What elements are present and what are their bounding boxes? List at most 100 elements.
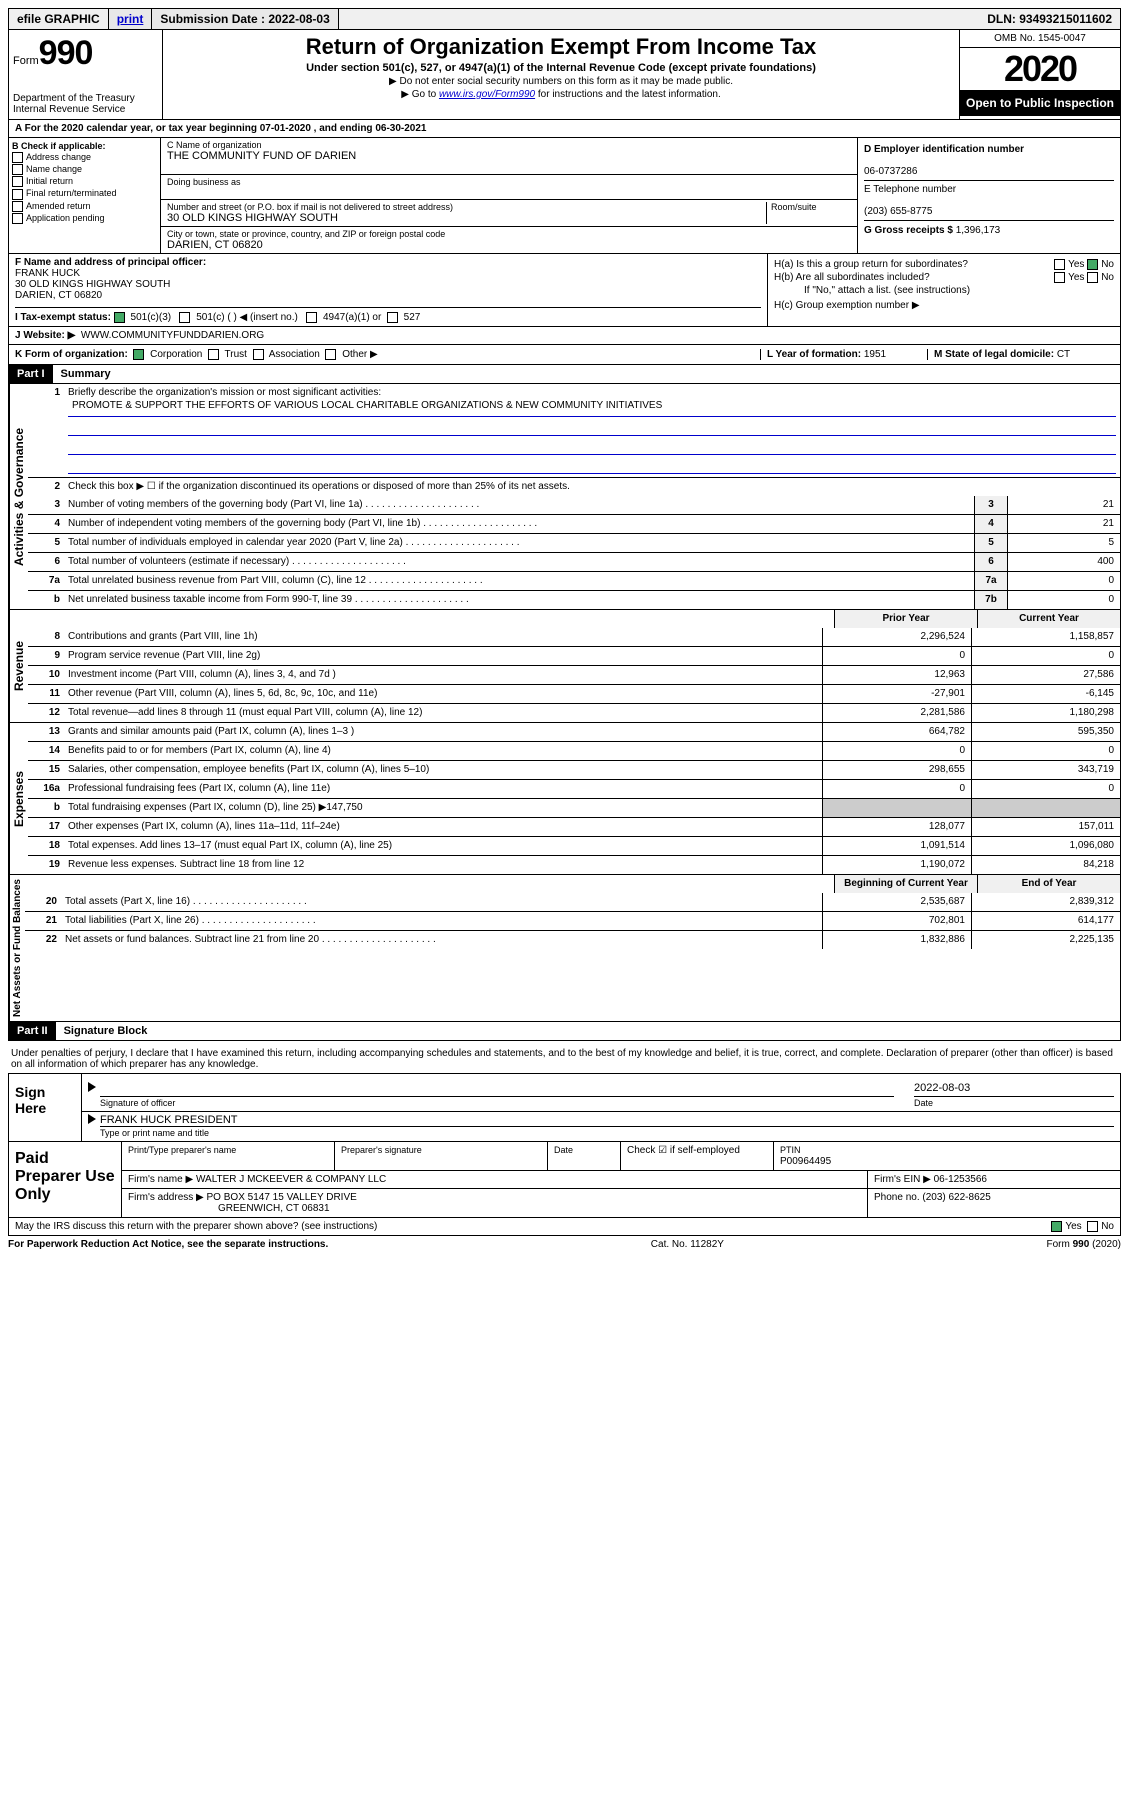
officer-addr2: DARIEN, CT 06820	[15, 290, 102, 301]
gov-line-6: 6Total number of volunteers (estimate if…	[28, 552, 1120, 571]
row-a-tax-year: A For the 2020 calendar year, or tax yea…	[8, 120, 1121, 138]
gov-line-7a: 7aTotal unrelated business revenue from …	[28, 571, 1120, 590]
expenses-section: Expenses 13Grants and similar amounts pa…	[8, 723, 1121, 875]
firm-name: WALTER J MCKEEVER & COMPANY LLC	[196, 1174, 386, 1185]
officer-name: FRANK HUCK	[15, 268, 80, 279]
netassets-section: Net Assets or Fund Balances Beginning of…	[8, 875, 1121, 1022]
governance-section: Activities & Governance 1 Briefly descri…	[8, 384, 1121, 610]
instr-1: ▶ Do not enter social security numbers o…	[167, 76, 955, 87]
firm-addr2: GREENWICH, CT 06831	[128, 1203, 330, 1214]
gross-label: G Gross receipts $	[864, 225, 956, 236]
c-name-label: C Name of organization	[167, 140, 262, 150]
room-label: Room/suite	[771, 202, 817, 212]
tax-year: 2020	[960, 48, 1120, 90]
chk-501c3[interactable]	[114, 312, 125, 323]
irs-link[interactable]: www.irs.gov/Form990	[439, 89, 535, 100]
section-fh: F Name and address of principal officer:…	[8, 254, 1121, 327]
subtitle: Under section 501(c), 527, or 4947(a)(1)…	[167, 62, 955, 74]
state-domicile: CT	[1057, 349, 1070, 360]
phone-label: E Telephone number	[864, 184, 956, 195]
street: 30 OLD KINGS HIGHWAY SOUTH	[167, 212, 338, 224]
exp-line-17: 17Other expenses (Part IX, column (A), l…	[28, 817, 1120, 836]
part1-title: Summary	[53, 368, 111, 380]
ptin: P00964495	[780, 1156, 831, 1167]
col-c-org: C Name of organizationTHE COMMUNITY FUND…	[161, 138, 857, 253]
paperwork-notice: For Paperwork Reduction Act Notice, see …	[8, 1239, 328, 1250]
dept-irs: Internal Revenue Service	[13, 104, 158, 115]
rev-line-8: 8Contributions and grants (Part VIII, li…	[28, 628, 1120, 646]
discuss-yes[interactable]	[1051, 1221, 1062, 1232]
ha-label: H(a) Is this a group return for subordin…	[774, 259, 968, 270]
open-public-badge: Open to Public Inspection	[960, 90, 1120, 116]
row-k-form-org: K Form of organization: Corporation Trus…	[8, 345, 1121, 365]
line1-label: Briefly describe the organization's miss…	[68, 387, 381, 398]
exp-line-14: 14Benefits paid to or for members (Part …	[28, 741, 1120, 760]
sig-officer-label: Signature of officer	[100, 1098, 175, 1108]
rev-line-12: 12Total revenue—add lines 8 through 11 (…	[28, 703, 1120, 722]
ein-label: D Employer identification number	[864, 144, 1024, 155]
footer: For Paperwork Reduction Act Notice, see …	[8, 1236, 1121, 1253]
col-b-checkboxes: B Check if applicable: Address changeNam…	[9, 138, 161, 253]
exp-line-b: bTotal fundraising expenses (Part IX, co…	[28, 798, 1120, 817]
chk-501c[interactable]	[179, 312, 190, 323]
sign-here-label: Sign Here	[9, 1074, 82, 1141]
discuss-no[interactable]	[1087, 1221, 1098, 1232]
col-f-officer: F Name and address of principal officer:…	[9, 254, 767, 326]
chk-initial-return[interactable]	[12, 176, 23, 187]
chk-address-change[interactable]	[12, 152, 23, 163]
part2-badge: Part II	[9, 1022, 56, 1040]
gov-line-4: 4Number of independent voting members of…	[28, 514, 1120, 533]
arrow-icon	[88, 1082, 96, 1092]
exp-line-15: 15Salaries, other compensation, employee…	[28, 760, 1120, 779]
year-formation: 1951	[864, 349, 886, 360]
dept-treasury: Department of the Treasury	[13, 93, 158, 104]
chk-application-pending[interactable]	[12, 213, 23, 224]
type-label: Type or print name and title	[100, 1128, 209, 1138]
hb-label: H(b) Are all subordinates included?	[774, 272, 930, 283]
firm-phone: (203) 622-8625	[922, 1192, 990, 1203]
title-box: Return of Organization Exempt From Incom…	[163, 30, 959, 119]
firm-addr1: PO BOX 5147 15 VALLEY DRIVE	[207, 1192, 357, 1203]
dba-label: Doing business as	[167, 177, 241, 187]
revenue-section: Revenue Prior Year Current Year 8Contrib…	[8, 610, 1121, 723]
netassets-vlabel: Net Assets or Fund Balances	[9, 875, 25, 1021]
net-line-20: 20Total assets (Part X, line 16) 2,535,6…	[25, 893, 1120, 911]
city-label: City or town, state or province, country…	[167, 229, 445, 239]
form-header: Form990 Department of the Treasury Inter…	[8, 30, 1121, 120]
chk-527[interactable]	[387, 312, 398, 323]
check-self-employed: Check ☑ if self-employed	[627, 1145, 740, 1156]
chk-4947[interactable]	[306, 312, 317, 323]
revenue-vlabel: Revenue	[9, 610, 28, 722]
sign-here-block: Sign Here Signature of officer 2022-08-0…	[8, 1073, 1121, 1142]
exp-line-13: 13Grants and similar amounts paid (Part …	[28, 723, 1120, 741]
exp-line-16a: 16aProfessional fundraising fees (Part I…	[28, 779, 1120, 798]
exp-line-18: 18Total expenses. Add lines 13–17 (must …	[28, 836, 1120, 855]
chk-amended-return[interactable]	[12, 201, 23, 212]
phone: (203) 655-8775	[864, 206, 932, 217]
omb-number: OMB No. 1545-0047	[960, 30, 1120, 48]
gov-line-5: 5Total number of individuals employed in…	[28, 533, 1120, 552]
form-foot: Form 990 (2020)	[1047, 1239, 1121, 1250]
part1-header: Part I Summary	[8, 365, 1121, 384]
submission-date: Submission Date : 2022-08-03	[152, 9, 338, 29]
row-j-website: J Website: ▶ WWW.COMMUNITYFUNDDARIEN.ORG	[8, 327, 1121, 345]
main-title: Return of Organization Exempt From Incom…	[167, 34, 955, 60]
efile-label: efile GRAPHIC	[9, 9, 109, 29]
form-990: 990	[39, 34, 93, 72]
paid-preparer-block: Paid Preparer Use Only Print/Type prepar…	[8, 1142, 1121, 1218]
part2-title: Signature Block	[56, 1025, 148, 1037]
dln-label: DLN: 93493215011602	[979, 9, 1120, 29]
officer-addr1: 30 OLD KINGS HIGHWAY SOUTH	[15, 279, 170, 290]
top-bar: efile GRAPHIC print Submission Date : 20…	[8, 8, 1121, 30]
print-button[interactable]: print	[109, 9, 153, 29]
form-number-box: Form990 Department of the Treasury Inter…	[9, 30, 163, 119]
chk-name-change[interactable]	[12, 164, 23, 175]
date-label: Date	[914, 1098, 933, 1108]
gov-line-3: 3Number of voting members of the governi…	[28, 496, 1120, 514]
chk-final-return-terminated[interactable]	[12, 189, 23, 200]
ein: 06-0737286	[864, 166, 917, 177]
col-h-group: H(a) Is this a group return for subordin…	[767, 254, 1120, 326]
end-year-hdr: End of Year	[977, 875, 1120, 893]
b-label: B Check if applicable:	[12, 141, 157, 151]
form-label: Form	[13, 55, 39, 67]
